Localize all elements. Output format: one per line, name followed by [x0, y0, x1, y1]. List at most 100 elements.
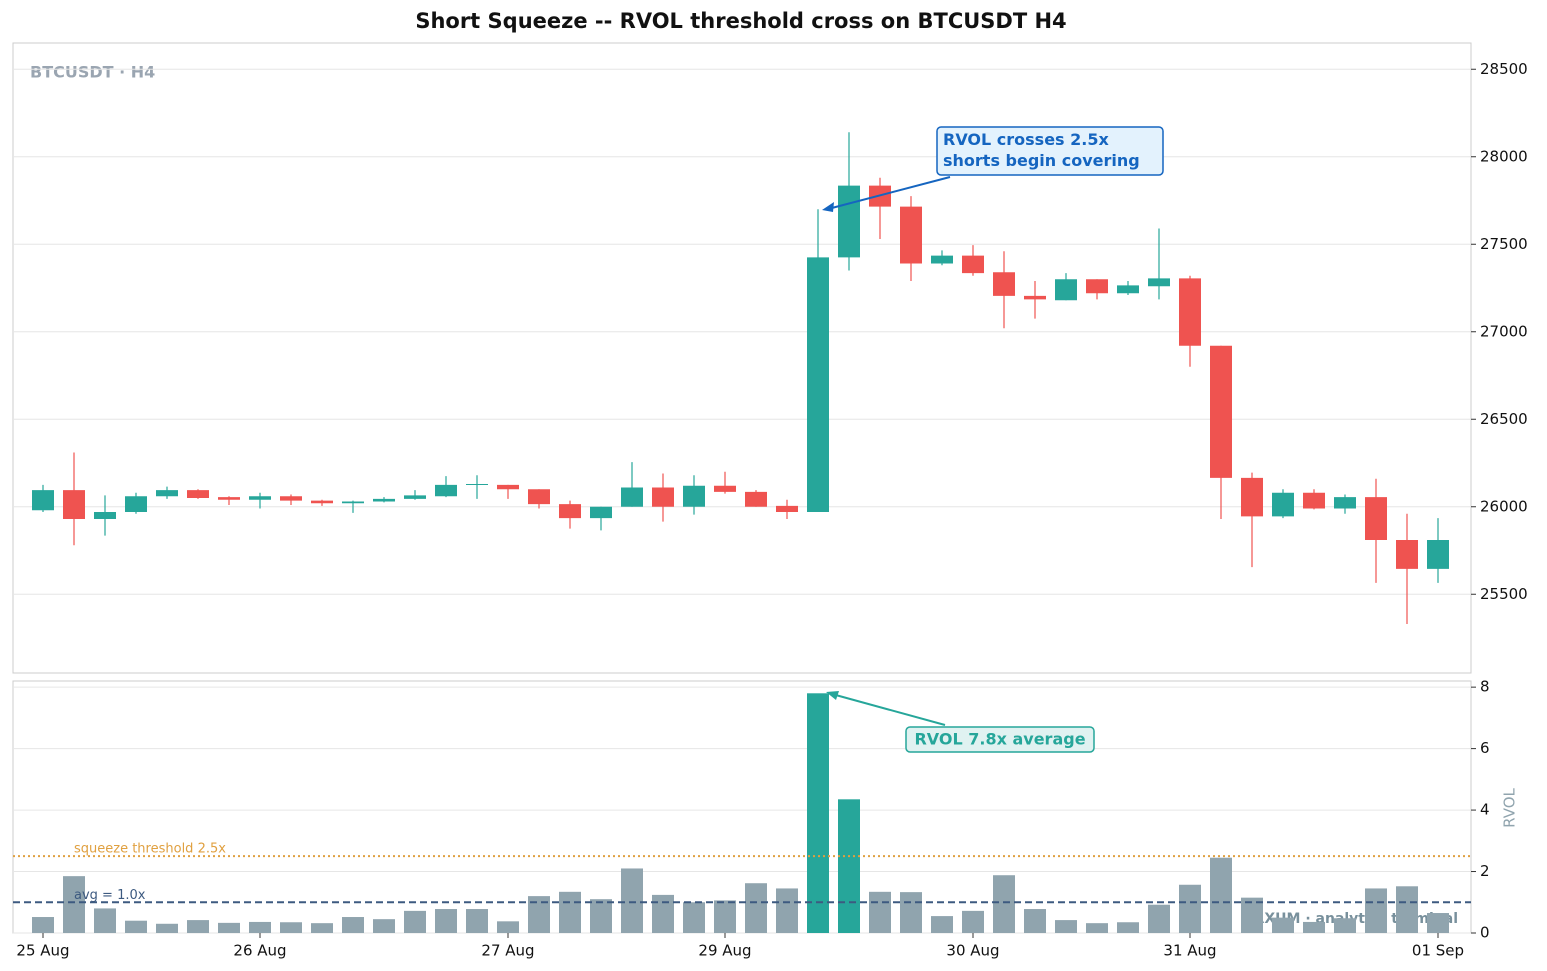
candle-body [1334, 497, 1356, 509]
candle-body [404, 495, 426, 499]
bar [776, 888, 798, 933]
candle-body [714, 485, 736, 492]
rvol-panel [12, 680, 1472, 934]
candle-body [497, 484, 519, 490]
candle-body [838, 185, 860, 258]
bar [869, 891, 891, 933]
chart-title: Short Squeeze -- RVOL threshold cross on… [415, 9, 1066, 33]
bar [466, 909, 488, 933]
candle-body [1086, 279, 1108, 294]
price-panel [12, 42, 1472, 674]
bar [32, 917, 54, 933]
bar [931, 916, 953, 933]
bar [838, 799, 860, 933]
candle-body [1210, 345, 1232, 478]
y-tick-label: 2 [1480, 862, 1490, 880]
candle-body [528, 489, 550, 505]
bar [1303, 921, 1325, 933]
watermark: BTCUSDT · H4 [30, 63, 155, 82]
bar [1427, 913, 1449, 933]
candle-body [683, 485, 705, 507]
average-label: avg = 1.0x [74, 888, 146, 903]
bar [900, 892, 922, 933]
bar [807, 693, 829, 933]
bar [1086, 923, 1108, 933]
bar [621, 868, 643, 933]
bar [311, 923, 333, 933]
candle-body [745, 491, 767, 507]
candle-body [962, 255, 984, 274]
y-axis-label: RVOL [1501, 787, 1519, 827]
annotation-box [936, 126, 1164, 176]
annotation-arrow [827, 176, 951, 210]
candle-body [187, 490, 209, 498]
x-tick-label: 29 Aug [698, 942, 751, 960]
bar [1148, 904, 1170, 933]
bar [125, 920, 147, 933]
candle-body [342, 501, 364, 504]
candle-body [559, 504, 581, 519]
candle-body [807, 257, 829, 512]
bar [1365, 888, 1387, 933]
arrow-head [826, 691, 839, 700]
y-tick-label: 26500 [1480, 410, 1528, 428]
bar [497, 921, 519, 933]
bar [559, 891, 581, 933]
candle-body [311, 500, 333, 504]
bar [590, 899, 612, 933]
candle-body [156, 490, 178, 497]
bar [714, 900, 736, 933]
annotation-line: shorts begin covering [943, 151, 1140, 170]
candle-body [1396, 540, 1418, 569]
y-tick-label: 28000 [1480, 147, 1528, 165]
bar [280, 922, 302, 933]
y-tick-label: 27500 [1480, 235, 1528, 253]
annotation-text: RVOL 7.8x average [914, 730, 1085, 749]
bar [1117, 922, 1139, 933]
candle-body [621, 487, 643, 507]
bar [342, 917, 364, 933]
bar [1055, 920, 1077, 933]
annotation-box [905, 726, 1095, 753]
y-tick-label: 25500 [1480, 585, 1528, 603]
x-tick-label: 26 Aug [233, 942, 286, 960]
y-tick-label: 28500 [1480, 60, 1528, 78]
threshold-label: squeeze threshold 2.5x [74, 842, 226, 857]
x-tick-label: 27 Aug [481, 942, 534, 960]
x-tick-label: 30 Aug [946, 942, 999, 960]
candle-body [466, 484, 488, 485]
candle-body [931, 255, 953, 264]
candle-body [63, 490, 85, 519]
y-tick-label: 26000 [1480, 497, 1528, 515]
candle-body [1117, 285, 1139, 294]
candle-body [1055, 279, 1077, 301]
candle-body [1024, 295, 1046, 300]
x-tick-label: 01 Sep [1412, 942, 1464, 960]
annotation-text: RVOL crosses 2.5x shorts begin covering [943, 130, 1140, 170]
candle-body [32, 490, 54, 511]
bar [94, 908, 116, 933]
bar [528, 896, 550, 933]
candle-body [1427, 540, 1449, 569]
bar [1024, 909, 1046, 933]
candle-body [94, 512, 116, 519]
candle-body [590, 506, 612, 519]
candle-body [900, 206, 922, 264]
y-tick-label: 27000 [1480, 322, 1528, 340]
candle-body [218, 497, 240, 500]
y-tick-label: 0 [1480, 924, 1490, 942]
candle-body [1272, 492, 1294, 517]
bar [652, 894, 674, 933]
candle-body [280, 496, 302, 501]
candle-body [1179, 278, 1201, 346]
candle-body [776, 505, 798, 512]
x-tick-label: 25 Aug [16, 942, 69, 960]
candle-body [1148, 278, 1170, 287]
candle-body [652, 487, 674, 507]
candle-body [993, 272, 1015, 296]
bar [187, 920, 209, 933]
annotation-arrow [831, 693, 946, 726]
bar [1179, 884, 1201, 933]
y-tick-label: 4 [1480, 801, 1490, 819]
